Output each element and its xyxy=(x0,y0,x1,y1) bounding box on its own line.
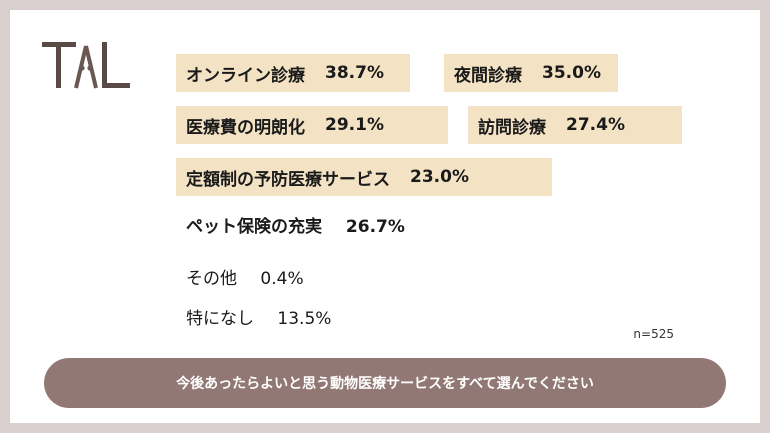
option-percent: 23.0% xyxy=(410,167,469,187)
survey-card: オンライン診療 38.7% 夜間診療 35.0% 医療費の明朗化 29.1% 訪… xyxy=(10,10,760,423)
tal-logo xyxy=(42,42,130,89)
option-percent: 0.4% xyxy=(260,269,304,289)
option-label: 特になし xyxy=(186,309,254,329)
option-percent: 13.5% xyxy=(277,309,332,329)
option-transparent-fees: 医療費の明朗化 29.1% xyxy=(176,106,448,144)
option-label: 医療費の明朗化 xyxy=(186,117,305,138)
sample-size: n=525 xyxy=(633,327,674,341)
option-night-consultation: 夜間診療 35.0% xyxy=(444,54,618,92)
question-banner: 今後あったらよいと思う動物医療サービスをすべて選んでください xyxy=(44,358,726,408)
option-home-visit: 訪問診療 27.4% xyxy=(468,106,682,144)
option-none: 特になし 13.5% xyxy=(186,304,331,329)
option-percent: 35.0% xyxy=(542,63,601,83)
option-label: 訪問診療 xyxy=(478,117,546,138)
question-text: 今後あったらよいと思う動物医療サービスをすべて選んでください xyxy=(176,376,594,392)
option-percent: 26.7% xyxy=(345,217,405,237)
option-label: オンライン診療 xyxy=(186,65,305,86)
option-label: ペット保険の充実 xyxy=(186,217,322,237)
option-percent: 27.4% xyxy=(566,115,625,135)
option-subscription-prevention: 定額制の予防医療サービス 23.0% xyxy=(176,158,552,196)
option-label: 夜間診療 xyxy=(454,65,522,86)
option-online-consultation: オンライン診療 38.7% xyxy=(176,54,410,92)
option-pet-insurance: ペット保険の充実 26.7% xyxy=(186,212,405,237)
option-percent: 38.7% xyxy=(325,63,384,83)
option-label: 定額制の予防医療サービス xyxy=(186,169,390,190)
option-percent: 29.1% xyxy=(325,115,384,135)
option-other: その他 0.4% xyxy=(186,264,304,289)
option-label: その他 xyxy=(186,269,237,289)
